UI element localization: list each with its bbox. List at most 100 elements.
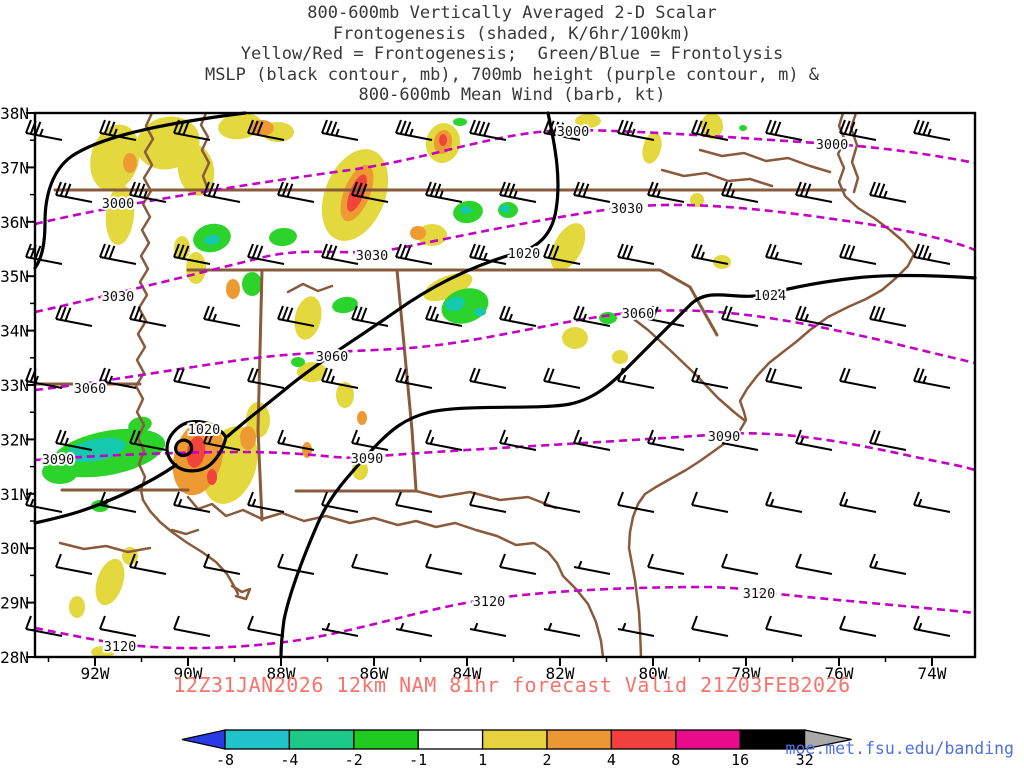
colorbar-segment xyxy=(354,730,418,749)
watermark-link[interactable]: moe.met.fsu.edu/banding xyxy=(786,739,1014,758)
wind-barb xyxy=(500,182,536,202)
lat-label: 29N xyxy=(0,594,29,613)
wind-barb xyxy=(352,554,388,574)
wind-barb xyxy=(426,182,462,202)
mslp-contour-1024 xyxy=(281,275,975,657)
shading-frontogenesis-moderate xyxy=(123,120,454,501)
lat-label: 38N xyxy=(0,104,29,123)
wind-barb xyxy=(396,623,432,636)
wind-barb xyxy=(396,368,432,388)
contour-label-1020: 1020 xyxy=(508,246,541,262)
wind-barb xyxy=(722,306,758,326)
lat-label: 33N xyxy=(0,376,29,395)
weather-map-figure: 3000 3000 3000 3030 3030 3030 3060 3060 … xyxy=(0,0,1024,768)
height-contour-3030 xyxy=(35,205,975,312)
wind-barb xyxy=(766,492,802,512)
wind-barb xyxy=(56,182,92,202)
wind-barb xyxy=(322,244,358,264)
colorbar-tick-label: 4 xyxy=(607,751,616,768)
lat-label: 37N xyxy=(0,158,29,177)
wind-barb xyxy=(322,120,358,140)
wind-barb xyxy=(100,244,136,264)
forecast-validity-caption: 12Z31JAN2026 12km NAM 81hr forecast Vali… xyxy=(0,673,1024,697)
wind-barb xyxy=(204,306,240,326)
contour-label-1024: 1024 xyxy=(754,288,787,304)
colorbar-tick-label: 8 xyxy=(671,751,680,768)
wind-barb xyxy=(618,244,654,264)
colorbar-tick-label: 1 xyxy=(478,751,487,768)
contour-label-3060: 3060 xyxy=(622,306,655,322)
colorbar-segment xyxy=(225,730,289,749)
wind-barb xyxy=(500,306,536,326)
contour-label-3060: 3060 xyxy=(74,381,107,397)
wind-barb xyxy=(248,368,284,388)
wind-barb xyxy=(470,623,506,636)
wind-barb xyxy=(426,430,462,450)
wind-barb xyxy=(130,306,166,326)
contour-label-3120: 3120 xyxy=(743,586,776,602)
contour-label-1020: 1020 xyxy=(188,422,221,438)
title-line: Frontogenesis (shaded, K/6hr/100km) xyxy=(0,24,1024,45)
wind-barb xyxy=(914,616,950,636)
contour-label-3090: 3090 xyxy=(708,429,741,445)
wind-barb xyxy=(56,306,92,326)
wind-barb xyxy=(692,616,728,636)
wind-barb xyxy=(648,430,684,450)
wind-barb xyxy=(648,182,684,202)
contour-label-3060: 3060 xyxy=(316,349,349,365)
title-line: 800-600mb Mean Wind (barb, kt) xyxy=(0,85,1024,106)
wind-barb xyxy=(722,554,758,574)
colorbar: -8-4-2-112481632 xyxy=(182,730,852,768)
lat-label: 35N xyxy=(0,267,29,286)
wind-barb xyxy=(574,561,610,574)
contour-label-3090: 3090 xyxy=(42,452,75,468)
wind-barb xyxy=(692,492,728,512)
wind-barb xyxy=(544,492,580,512)
wind-barb xyxy=(248,616,284,636)
lat-label: 36N xyxy=(0,213,29,232)
wind-barb xyxy=(396,492,432,512)
wind-barb xyxy=(470,492,506,512)
contour-label-3030: 3030 xyxy=(611,201,644,217)
wind-barb xyxy=(618,492,654,512)
wind-barb xyxy=(840,616,876,636)
contour-label-3000: 3000 xyxy=(102,196,135,212)
wind-barb xyxy=(56,554,92,574)
wind-barb xyxy=(840,368,876,388)
colorbar-segment xyxy=(547,730,611,749)
wind-barb xyxy=(174,616,210,636)
contour-label-3000: 3000 xyxy=(557,124,590,140)
wind-barb xyxy=(278,554,314,574)
colorbar-tick-label: -4 xyxy=(280,751,298,768)
wind-barb xyxy=(648,554,684,574)
plot-title: 800-600mb Vertically Averaged 2-D Scalar… xyxy=(0,3,1024,106)
wind-barb xyxy=(870,554,906,574)
wind-barb xyxy=(766,244,802,264)
wind-barb xyxy=(278,182,314,202)
wind-barb xyxy=(396,120,432,140)
colorbar-segment xyxy=(611,730,675,749)
wind-barb xyxy=(870,430,906,450)
title-line: 800-600mb Vertically Averaged 2-D Scalar xyxy=(0,3,1024,24)
colorbar-arrow-left xyxy=(182,730,225,749)
wind-barb xyxy=(574,430,610,450)
wind-barb xyxy=(914,368,950,388)
wind-barb xyxy=(574,182,610,202)
wind-barb xyxy=(26,616,62,636)
wind-barb xyxy=(796,182,832,202)
wind-barb xyxy=(914,120,950,140)
wind-barb xyxy=(544,623,580,636)
wind-barb xyxy=(840,492,876,512)
title-line: Yellow/Red = Frontogenesis; Green/Blue =… xyxy=(0,44,1024,65)
wind-barb xyxy=(322,623,358,636)
wind-barb xyxy=(470,368,506,388)
colorbar-tick-label: -2 xyxy=(345,751,363,768)
contour-label-3120: 3120 xyxy=(104,639,137,655)
wind-barb xyxy=(100,616,136,636)
wind-barb xyxy=(914,244,950,264)
lat-label: 32N xyxy=(0,430,29,449)
wind-barb xyxy=(500,554,536,574)
wind-barb xyxy=(796,554,832,574)
wind-barb xyxy=(470,244,506,264)
contour-label-3120: 3120 xyxy=(473,594,506,610)
